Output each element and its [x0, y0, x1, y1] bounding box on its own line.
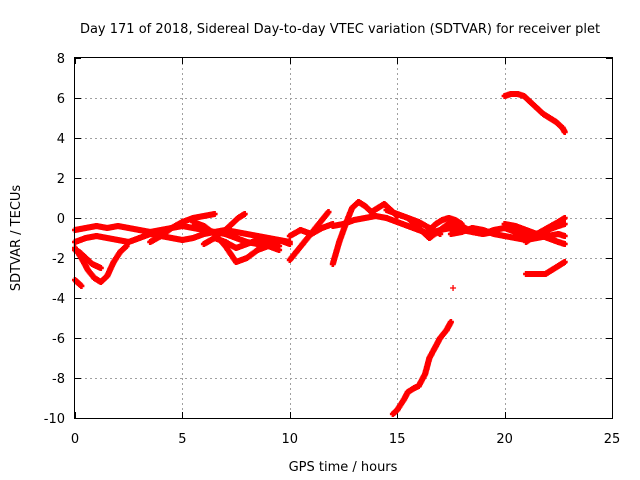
data-point [76, 281, 85, 289]
plot-frame [74, 57, 613, 419]
data-point [276, 237, 293, 247]
y-tick-label: 0 [57, 212, 65, 227]
data-point [555, 221, 568, 229]
series-sat-f [147, 211, 218, 245]
series-sat-r [501, 221, 568, 247]
series-sat-h [200, 235, 283, 251]
series-sat-p [426, 215, 465, 233]
data-point [265, 239, 283, 249]
y-tick-label: -2 [52, 252, 65, 267]
data-point [319, 209, 332, 223]
series-sat-i [222, 211, 248, 233]
data-point [443, 319, 454, 333]
y-tick-label: 2 [57, 172, 65, 187]
data-point [93, 263, 104, 271]
series-sat-j [286, 209, 332, 263]
series-sat-k [286, 221, 336, 239]
y-tick-label: 6 [57, 92, 65, 107]
data-point [117, 243, 130, 255]
axis-ticks: 0 5 10 15 20 25 -10 -8 -6 -4 -2 0 2 4 6 8 [44, 52, 621, 447]
x-axis-label: GPS time / hours [289, 460, 398, 475]
x-tick-label: 5 [178, 432, 186, 447]
x-tick-label: 25 [604, 432, 621, 447]
series-sat-t [389, 319, 454, 417]
data-point [265, 243, 283, 253]
data-point [555, 259, 568, 269]
series-sat-v [523, 259, 568, 277]
y-tick-label: 4 [57, 132, 65, 147]
series-sat-c [72, 243, 130, 285]
y-tick-label: -6 [52, 332, 65, 347]
data-point [559, 125, 568, 135]
data-marks [72, 91, 568, 417]
data-point [555, 215, 568, 225]
y-tick-label: 8 [57, 52, 65, 67]
data-point [452, 217, 465, 227]
series-sat-e [72, 277, 85, 289]
x-tick-label: 20 [496, 432, 513, 447]
y-tick-label: -4 [52, 292, 65, 307]
data-point [555, 239, 568, 247]
y-tick-label: -8 [52, 372, 65, 387]
data-point [200, 211, 218, 219]
x-tick-label: 15 [389, 432, 406, 447]
series-sat-u [501, 91, 568, 135]
chart-title: Day 171 of 2018, Sidereal Day-to-day VTE… [80, 22, 600, 37]
y-axis-label: SDTVAR / TECUs [9, 185, 24, 292]
data-point [235, 211, 248, 221]
x-tick-label: 0 [71, 432, 79, 447]
x-tick-label: 10 [282, 432, 299, 447]
data-point [450, 285, 457, 291]
data-point [555, 231, 568, 239]
series-isolated [450, 285, 457, 291]
series-sat-s [523, 215, 568, 245]
y-tick-label: -10 [44, 412, 65, 427]
